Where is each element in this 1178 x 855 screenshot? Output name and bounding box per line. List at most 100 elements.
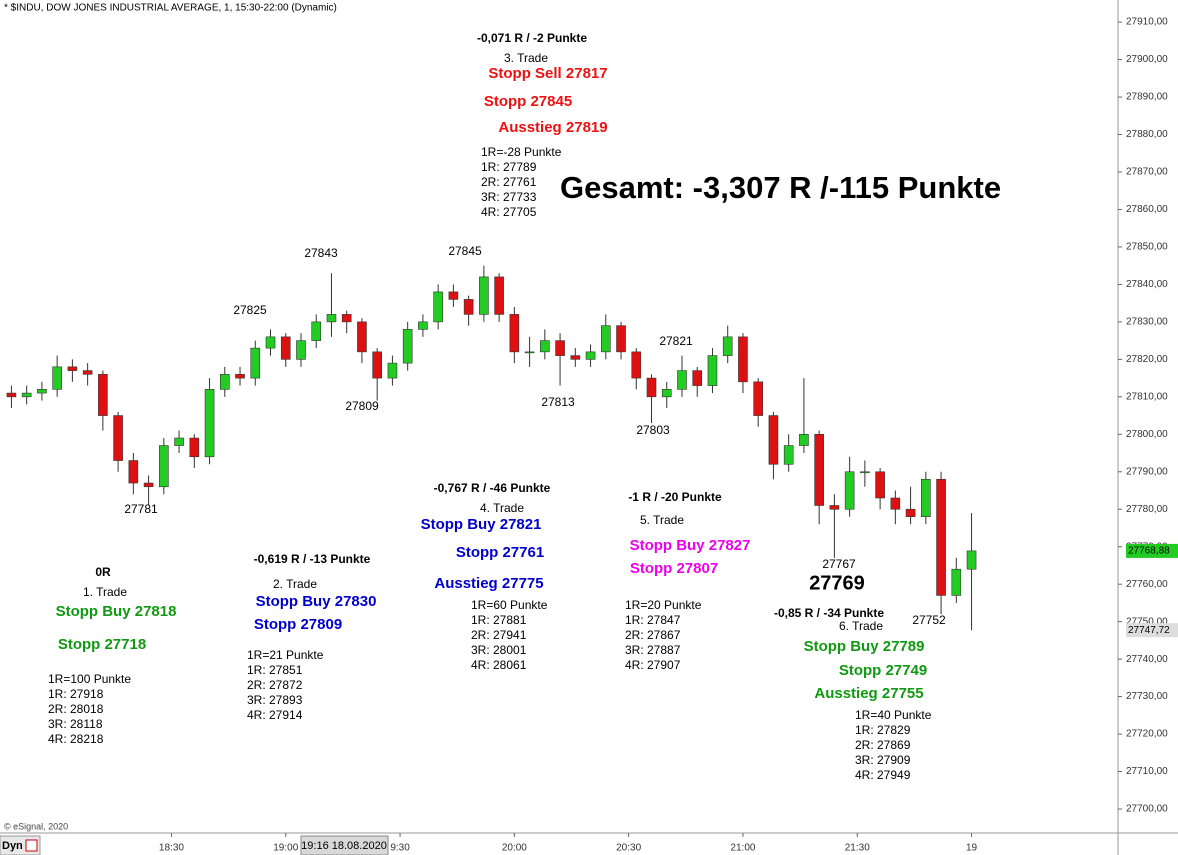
annotation: 4R: 28061 [471,658,527,672]
annotation: 27825 [233,303,267,317]
annotation: 2R: 27867 [625,628,681,642]
candle-body [631,351,642,379]
candle-body [738,336,748,383]
candle-body [585,351,596,360]
candle-body [21,392,32,398]
annotation: 2. Trade [273,577,317,591]
annotation: 4R: 27907 [625,658,681,672]
annotation: 3R: 27887 [625,643,681,657]
x-tick-label: 21:00 [730,843,755,854]
candle-body [677,370,687,390]
cursor-label: 19:16 18.08.2020 [301,840,387,852]
y-tick-label: 27900,00 [1126,54,1168,65]
annotation: 27809 [345,399,379,413]
candle-body [600,325,611,353]
annotation: 1. Trade [83,585,127,599]
annotation: 2R: 28018 [48,702,104,716]
price-tag-label: 27768,88 [1128,546,1170,557]
annotation: -0,767 R / -46 Punkte [434,481,551,495]
annotation: 1R: 27789 [481,160,537,174]
candle-body [235,374,245,379]
annotation: -0,85 R / -34 Punkte [774,606,884,620]
y-tick-label: 27850,00 [1126,242,1168,253]
candle-body [829,505,840,510]
y-tick-label: 27810,00 [1126,391,1168,402]
candle-body [844,471,855,510]
y-tick-label: 27730,00 [1126,691,1168,702]
candle-body [296,340,306,360]
annotation: Stopp 27718 [58,636,146,653]
candle-body [52,366,62,390]
candle-body [616,325,626,353]
candle-body [799,433,809,446]
annotation: 3R: 27893 [247,693,303,707]
candle-body [722,336,733,356]
annotation: 1R=60 Punkte [471,598,548,612]
annotation: Stopp Buy 27789 [804,638,925,655]
annotation: 3. Trade [504,51,548,65]
annotation: 4. Trade [480,501,524,515]
annotation: Stopp Buy 27830 [256,593,377,610]
annotation: Stopp 27845 [484,93,572,110]
annotation: 6. Trade [839,619,883,633]
x-tick-label: 9:30 [390,843,410,854]
annotation: Stopp 27809 [254,616,342,633]
annotation: 27843 [304,246,338,260]
annotation: Ausstieg 27775 [434,575,543,592]
candle-body [921,478,931,518]
y-tick-label: 27910,00 [1126,17,1168,28]
annotation: 1R: 27829 [855,723,911,737]
y-tick-label: 27780,00 [1126,504,1168,515]
annotation: 27845 [448,244,482,258]
annotation: Stopp 27749 [839,662,927,679]
candle-body [875,471,885,499]
annotation: 27752 [912,613,946,627]
y-tick-label: 27860,00 [1126,204,1168,215]
y-tick-label: 27790,00 [1126,466,1168,477]
annotation: Gesamt: -3,307 R /-115 Punkte [560,170,1001,205]
annotation: 4R: 28218 [48,732,104,746]
annotation: 27767 [822,557,856,571]
chart-title: * $INDU, DOW JONES INDUSTRIAL AVERAGE, 1… [4,3,337,14]
candle-body [219,374,230,390]
y-tick-label: 27710,00 [1126,766,1168,777]
annotation: 3R: 28118 [48,717,103,731]
annotation: 1R: 27881 [471,613,527,627]
y-tick-label: 27840,00 [1126,279,1168,290]
annotation: 3R: 27909 [855,753,911,767]
candle-body [646,377,657,398]
y-tick-label: 27760,00 [1126,579,1168,590]
annotation: 1R=100 Punkte [48,672,131,686]
annotation: 27813 [541,395,575,409]
annotation: Stopp 27807 [630,560,718,577]
annotation: 1R: 27847 [625,613,681,627]
price-tag-label: 27747,72 [1128,625,1170,636]
candle-body [372,351,382,379]
candle-body [143,482,154,488]
annotation: 27803 [636,423,670,437]
candle-body [692,370,703,386]
candle-body [661,389,672,398]
annotation: 1R=21 Punkte [247,648,324,662]
mode-icon[interactable] [25,839,38,852]
annotation: Stopp Buy 27827 [630,537,751,554]
annotation: 3R: 27733 [481,190,537,204]
x-tick-label: 21:30 [845,843,870,854]
annotation: -1 R / -20 Punkte [628,490,722,504]
candle-body [448,291,459,300]
candle-body [951,568,962,596]
candle-body [6,392,17,398]
annotation: 3R: 28001 [471,643,527,657]
annotation: 27781 [124,502,158,516]
x-tick-label: 20:30 [616,843,641,854]
mode-label[interactable]: Dyn [2,840,23,852]
candle-body [67,366,78,371]
y-tick-label: 27890,00 [1126,92,1168,103]
candle-body [98,374,108,416]
candle-body [966,550,977,570]
candle-body [905,508,916,518]
candle-body [540,340,550,353]
annotation: Ausstieg 27755 [814,685,923,702]
candle-body [783,445,794,465]
